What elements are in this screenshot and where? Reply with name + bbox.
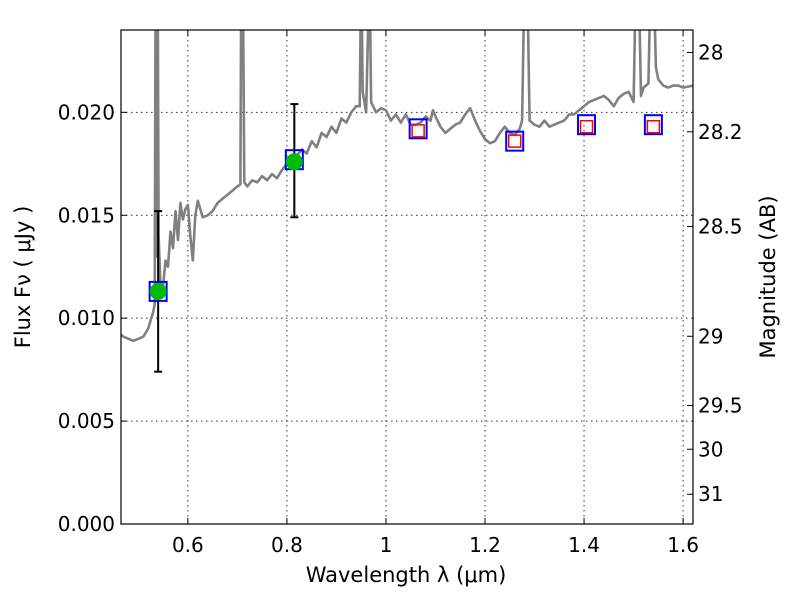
right-tick-label: 29 — [698, 324, 723, 348]
x-tick-label: 0.8 — [271, 533, 303, 557]
y-tick-label: 0.020 — [58, 100, 115, 124]
y-tick-label: 0.010 — [58, 306, 115, 330]
upper-limit-point — [411, 124, 425, 138]
y-tick-label: 0.000 — [58, 512, 115, 536]
right-tick-label: 30 — [698, 437, 723, 461]
detection-point — [149, 282, 167, 300]
right-axis-label: Magnitude (AB) — [756, 195, 780, 358]
model-photometry-box — [577, 114, 597, 136]
right-tick-label: 28 — [698, 40, 723, 64]
x-axis-label: Wavelength λ (μm) — [306, 563, 507, 587]
x-tick-label: 1.2 — [469, 533, 501, 557]
upper-limit-point — [579, 119, 594, 134]
x-tick-label: 0.6 — [172, 533, 204, 557]
grid — [121, 30, 693, 524]
right-tick-label: 31 — [698, 482, 723, 506]
plot-frame — [120, 29, 694, 525]
right-tick-label: 28.2 — [698, 120, 743, 144]
model-photometry-box — [643, 114, 663, 136]
y-tick-label: 0.015 — [58, 203, 115, 227]
x-tick-label: 1.4 — [568, 533, 600, 557]
right-axis-ticks: 28 28.2 28.5 29 29.5 30 31 — [687, 40, 743, 506]
marker-layer — [148, 103, 663, 373]
upper-limit-point — [507, 134, 522, 148]
model-photometry-box — [505, 130, 525, 152]
x-axis-ticks: 0.6 0.8 1 1.2 1.4 1.6 — [172, 30, 699, 557]
x-tick-label: 1 — [380, 533, 393, 557]
x-tick-label: 1.6 — [667, 533, 699, 557]
spectrum-line — [121, 30, 693, 343]
y-axis-label: Flux Fν ( μJy ) — [11, 206, 35, 349]
upper-limit-point — [646, 119, 661, 134]
right-tick-label: 29.5 — [698, 394, 743, 418]
right-tick-label: 28.5 — [698, 214, 743, 238]
detection-point — [285, 153, 303, 171]
y-tick-label: 0.005 — [58, 409, 115, 433]
model-photometry-box — [408, 118, 428, 140]
spectrum-layer — [121, 30, 693, 343]
y-axis-ticks: 0.000 0.005 0.010 0.015 0.020 — [58, 100, 127, 536]
